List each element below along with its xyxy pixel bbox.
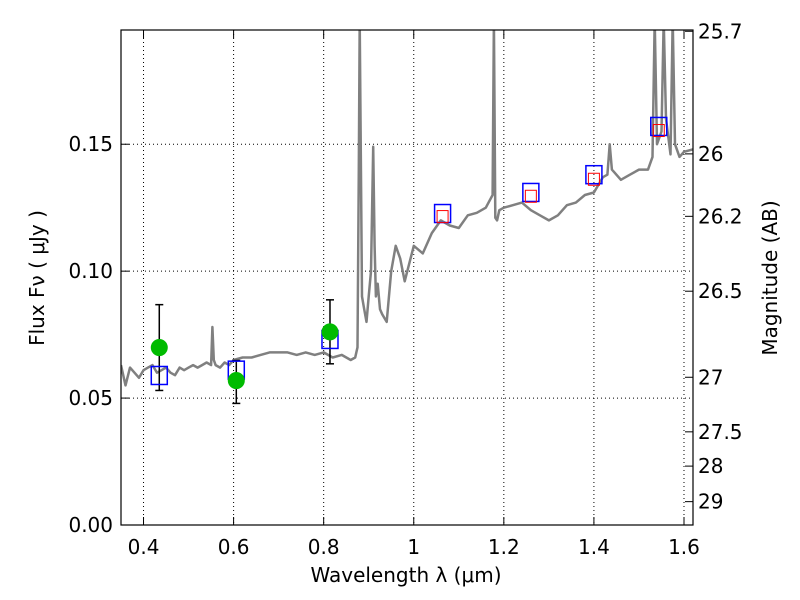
right-tick-label: 25.7 — [698, 19, 743, 43]
x-tick-label: 0.6 — [218, 535, 250, 559]
y-tick-label: 0.00 — [68, 513, 113, 537]
right-tick-label: 27.5 — [698, 420, 743, 444]
photometry-markers — [150, 116, 668, 405]
y-tick-label: 0.05 — [68, 386, 113, 410]
photometry-square — [585, 164, 603, 185]
x-axis-label: Wavelength λ (μm) — [310, 563, 501, 587]
right-axis-label: Magnitude (AB) — [758, 200, 782, 355]
x-tick-label: 1.4 — [578, 535, 610, 559]
x-tick-label: 1.2 — [488, 535, 520, 559]
spectrum-series — [121, 30, 693, 387]
right-tick-label: 28 — [698, 454, 723, 478]
y-tick-label: 0.15 — [68, 132, 113, 156]
measurement-point — [321, 323, 339, 341]
right-tick-label: 26.2 — [698, 204, 743, 228]
y-axis-label: Flux Fν ( μJy ) — [25, 210, 49, 346]
model-square — [652, 124, 665, 138]
model-square — [524, 189, 537, 203]
x-tick-label: 0.4 — [128, 535, 160, 559]
photometry-square — [150, 365, 169, 386]
measurement-point — [227, 372, 245, 390]
photometry-square — [522, 182, 540, 203]
right-tick-label: 27 — [698, 365, 723, 389]
x-tick-label: 1 — [407, 535, 420, 559]
y-tick-label: 0.10 — [68, 259, 113, 283]
model-square — [587, 172, 600, 186]
x-tick-label: 0.8 — [308, 535, 340, 559]
model-square — [436, 210, 449, 224]
right-tick-label: 29 — [698, 490, 723, 514]
spectrum-line — [121, 30, 693, 387]
axes: 0.4 0.6 0.8 1 1.2 1.4 1.6 0.00 0.05 0.10 0.15 25.7 2… — [68, 19, 742, 559]
right-tick-label: 26 — [698, 142, 723, 166]
photometry-square — [650, 116, 668, 137]
right-tick-label: 26.5 — [698, 279, 743, 303]
x-tick-label: 1.6 — [668, 535, 700, 559]
grid-lines — [121, 30, 693, 526]
measurement-point — [150, 339, 168, 357]
plot-frame — [120, 29, 694, 526]
